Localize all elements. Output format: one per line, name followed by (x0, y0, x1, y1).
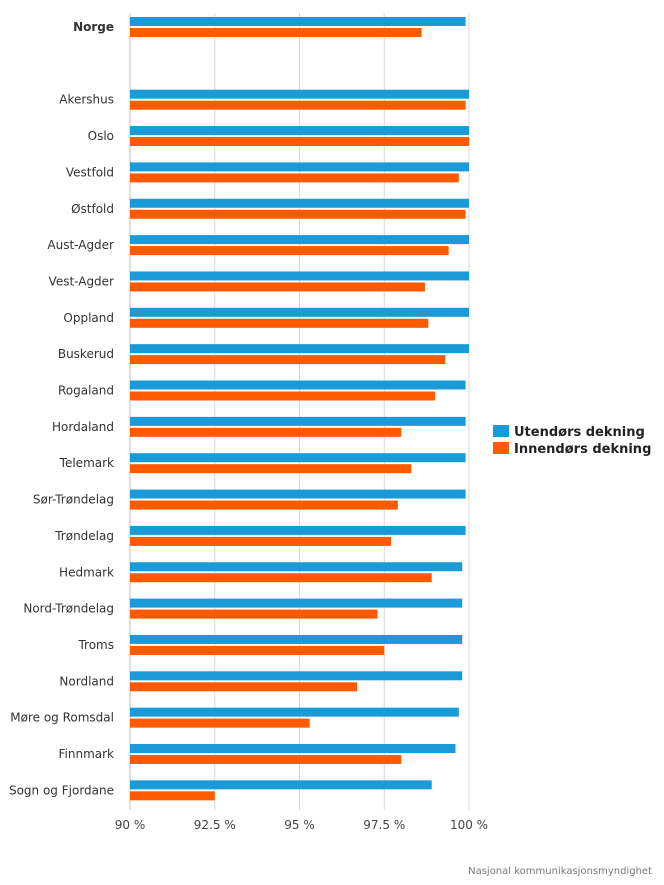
category-label: Østfold (71, 202, 114, 216)
bar-outdoor[interactable] (130, 671, 463, 681)
bar-indoor[interactable] (130, 718, 310, 728)
category-label: Buskerud (58, 347, 114, 361)
category-label: Troms (77, 638, 114, 652)
bar-indoor[interactable] (130, 209, 466, 219)
bar-outdoor[interactable] (130, 453, 466, 463)
bars (130, 17, 469, 801)
category-label: Telemark (59, 456, 114, 470)
bar-indoor[interactable] (130, 573, 432, 583)
bar-indoor[interactable] (130, 536, 392, 546)
bar-outdoor[interactable] (130, 235, 469, 245)
bar-outdoor[interactable] (130, 271, 469, 281)
bar-indoor[interactable] (130, 791, 215, 801)
category-label: Oslo (88, 129, 114, 143)
category-label: Aust-Agder (47, 238, 114, 252)
tick-labels: 90 % 92.5 % 95 % 97.5 % 100 % (115, 818, 488, 832)
bar-outdoor[interactable] (130, 416, 466, 426)
bar-indoor[interactable] (130, 645, 385, 655)
x-tick-label: 95 % (284, 818, 315, 832)
bar-outdoor[interactable] (130, 89, 469, 99)
legend-label[interactable]: Innendørs dekning (514, 442, 651, 457)
category-label: Hedmark (59, 565, 114, 579)
category-label: Rogaland (58, 384, 114, 398)
bar-outdoor[interactable] (130, 780, 432, 790)
bar-indoor[interactable] (130, 464, 412, 474)
bar-outdoor[interactable] (130, 707, 459, 717)
bar-outdoor[interactable] (130, 525, 466, 535)
category-label: Nord-Trøndelag (23, 602, 114, 616)
category-label: Trøndelag (54, 529, 114, 543)
bar-indoor[interactable] (130, 318, 429, 328)
bar-indoor[interactable] (130, 609, 378, 619)
bar-outdoor[interactable] (130, 307, 469, 317)
category-label: Oppland (63, 311, 114, 325)
bar-indoor[interactable] (130, 500, 398, 510)
x-tick-label: 97.5 % (363, 818, 405, 832)
bar-indoor[interactable] (130, 282, 425, 292)
x-tick-label: 100 % (450, 818, 488, 832)
bar-outdoor[interactable] (130, 380, 466, 390)
bar-outdoor[interactable] (130, 489, 466, 499)
category-label: Finnmark (59, 747, 115, 761)
bar-outdoor[interactable] (130, 598, 463, 608)
bar-outdoor[interactable] (130, 198, 469, 208)
bar-indoor[interactable] (130, 755, 402, 764)
legend-label[interactable]: Utendørs dekning (514, 425, 645, 440)
bar-outdoor[interactable] (130, 162, 469, 172)
category-label: Sør-Trøndelag (33, 493, 114, 507)
category-label: Vestfold (66, 165, 114, 179)
category-label: Hordaland (52, 420, 114, 434)
bar-indoor[interactable] (130, 355, 446, 365)
legend-swatch-outdoor[interactable] (493, 425, 509, 437)
category-label: Vest-Agder (49, 274, 115, 288)
bar-outdoor[interactable] (130, 634, 463, 644)
bar-outdoor[interactable] (130, 126, 469, 136)
bar-indoor[interactable] (130, 137, 469, 147)
bar-indoor[interactable] (130, 682, 358, 692)
bar-outdoor[interactable] (130, 744, 456, 753)
bar-indoor[interactable] (130, 28, 422, 37)
x-tick-label: 90 % (115, 818, 146, 832)
category-labels: Norge Akershus Oslo Vestfold Østfold Aust-Agd… (9, 20, 114, 797)
category-label: Akershus (59, 93, 114, 107)
legend[interactable]: Utendørs dekning Innendørs dekning (493, 425, 651, 457)
category-label: Sogn og Fjordane (9, 783, 114, 797)
credit-text: Nasjonal kommunikasjonsmyndighet (468, 866, 652, 877)
x-tick-label: 92.5 % (194, 818, 236, 832)
bar-indoor[interactable] (130, 100, 466, 110)
category-label: Norge (73, 20, 114, 34)
bar-outdoor[interactable] (130, 17, 466, 26)
category-label: Møre og Romsdal (10, 711, 114, 725)
legend-swatch-indoor[interactable] (493, 442, 509, 454)
category-label: Nordland (59, 674, 114, 688)
bar-indoor[interactable] (130, 427, 402, 437)
bar-outdoor[interactable] (130, 562, 463, 572)
bar-indoor[interactable] (130, 246, 449, 256)
bar-indoor[interactable] (130, 391, 436, 401)
bar-indoor[interactable] (130, 173, 459, 183)
bar-outdoor[interactable] (130, 344, 469, 354)
